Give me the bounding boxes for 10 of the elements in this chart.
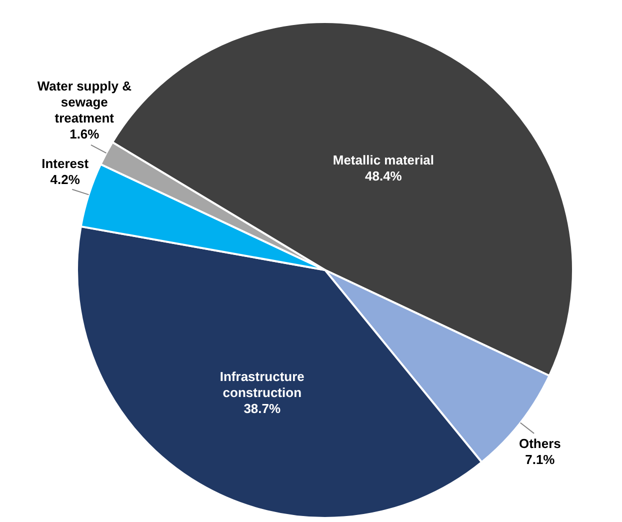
slice-label: Water supply & sewage treatment [37, 78, 132, 126]
slice-label: Metallic material [332, 152, 434, 168]
slice-label: Interest [42, 156, 90, 172]
data-label: 7.1% [525, 452, 556, 468]
slice-label: Infrastructure construction [220, 368, 304, 400]
data-label: 1.6% [70, 126, 100, 142]
slice-label: Others [518, 436, 561, 452]
data-label: 48.4% [365, 168, 402, 184]
data-label: 4.2% [50, 172, 80, 188]
data-label: 38.7% [244, 400, 282, 416]
